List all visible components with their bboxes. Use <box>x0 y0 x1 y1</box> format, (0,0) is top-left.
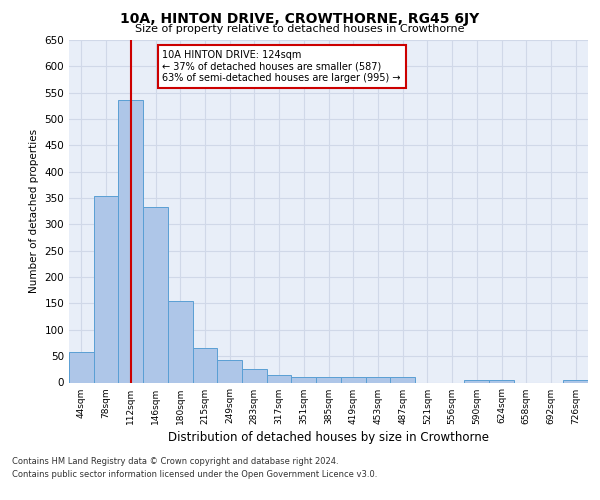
Text: Contains HM Land Registry data © Crown copyright and database right 2024.: Contains HM Land Registry data © Crown c… <box>12 458 338 466</box>
Bar <box>341 377 365 382</box>
Bar <box>489 380 514 382</box>
Bar <box>193 348 217 382</box>
Bar <box>365 377 390 382</box>
Bar <box>217 360 242 382</box>
Bar <box>69 352 94 382</box>
Bar <box>267 374 292 382</box>
Text: 10A, HINTON DRIVE, CROWTHORNE, RG45 6JY: 10A, HINTON DRIVE, CROWTHORNE, RG45 6JY <box>121 12 479 26</box>
Bar <box>390 377 415 382</box>
X-axis label: Distribution of detached houses by size in Crowthorne: Distribution of detached houses by size … <box>168 430 489 444</box>
Text: 10A HINTON DRIVE: 124sqm
← 37% of detached houses are smaller (587)
63% of semi-: 10A HINTON DRIVE: 124sqm ← 37% of detach… <box>163 50 401 84</box>
Bar <box>563 380 588 382</box>
Y-axis label: Number of detached properties: Number of detached properties <box>29 129 39 294</box>
Bar <box>316 377 341 382</box>
Bar <box>464 380 489 382</box>
Text: Size of property relative to detached houses in Crowthorne: Size of property relative to detached ho… <box>135 24 465 34</box>
Bar <box>94 196 118 382</box>
Text: Contains public sector information licensed under the Open Government Licence v3: Contains public sector information licen… <box>12 470 377 479</box>
Bar <box>168 301 193 382</box>
Bar <box>292 377 316 382</box>
Bar <box>143 207 168 382</box>
Bar <box>242 370 267 382</box>
Bar <box>118 100 143 383</box>
